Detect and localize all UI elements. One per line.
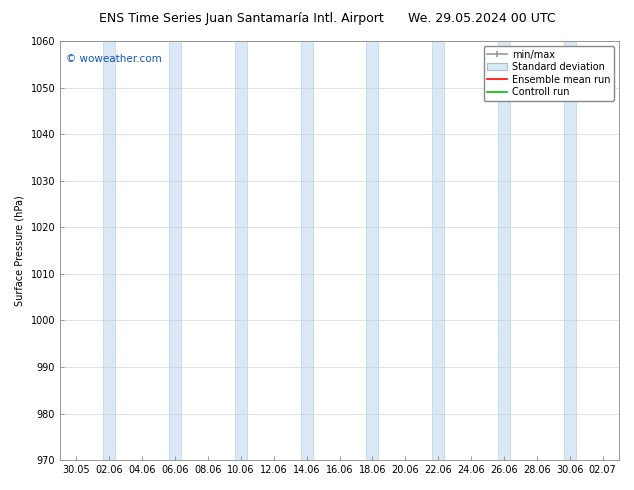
Text: © woweather.com: © woweather.com xyxy=(66,53,162,64)
Bar xyxy=(366,41,378,460)
Bar xyxy=(564,41,576,460)
Text: ENS Time Series Juan Santamaría Intl. Airport: ENS Time Series Juan Santamaría Intl. Ai… xyxy=(98,12,384,25)
Y-axis label: Surface Pressure (hPa): Surface Pressure (hPa) xyxy=(15,195,25,306)
Legend: min/max, Standard deviation, Ensemble mean run, Controll run: min/max, Standard deviation, Ensemble me… xyxy=(484,46,614,101)
Bar xyxy=(301,41,313,460)
Bar xyxy=(169,41,181,460)
Bar xyxy=(103,41,115,460)
Bar xyxy=(235,41,247,460)
Text: We. 29.05.2024 00 UTC: We. 29.05.2024 00 UTC xyxy=(408,12,555,25)
Bar xyxy=(498,41,510,460)
Bar xyxy=(432,41,444,460)
